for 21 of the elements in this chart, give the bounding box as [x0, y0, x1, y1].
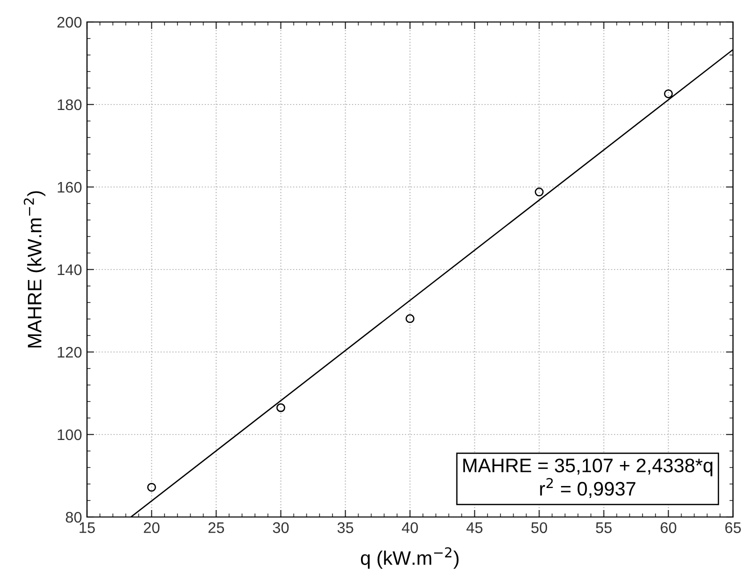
x-tick-label: 35 [337, 522, 354, 534]
x-tick-label: 65 [725, 522, 741, 534]
x-tick-label: 25 [208, 522, 224, 534]
y-axis-title: MAHRE (kW.m$^{−2}$) [24, 191, 46, 348]
y-tick-label: 160 [58, 182, 82, 193]
x-tick-label: 55 [596, 522, 612, 534]
y-tick-label: 100 [58, 429, 82, 440]
x-tick-label: 50 [531, 522, 548, 534]
y-tick-label: 140 [58, 264, 82, 276]
x-tick-label: 30 [272, 522, 289, 534]
x-axis-title: q (kW.m$^{−2}$) [360, 547, 459, 569]
x-tick-label: 15 [80, 522, 95, 534]
y-tick-label: 80 [66, 512, 82, 523]
y-tick-label: 200 [57, 16, 82, 28]
annotation: MAHRE = 35,107 + 2,4338*q r$^{2}$ = 0,9937 [463, 458, 712, 498]
x-tick-label: 40 [402, 522, 418, 534]
x-tick-label: 60 [660, 522, 676, 534]
y-tick-label: 120 [58, 346, 82, 358]
y-tick-label: 180 [58, 99, 82, 110]
x-tick-label: 20 [144, 522, 160, 534]
x-tick-label: 45 [466, 522, 482, 534]
